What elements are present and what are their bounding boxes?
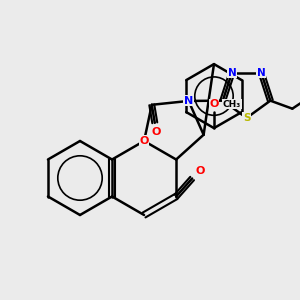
Text: O: O bbox=[140, 136, 149, 146]
Text: N: N bbox=[184, 96, 193, 106]
Text: O: O bbox=[209, 99, 219, 109]
Text: S: S bbox=[243, 113, 250, 123]
Text: N: N bbox=[257, 68, 266, 78]
Text: O: O bbox=[151, 127, 160, 137]
Text: CH₃: CH₃ bbox=[223, 100, 241, 109]
Text: O: O bbox=[195, 166, 205, 176]
Text: N: N bbox=[227, 68, 236, 78]
